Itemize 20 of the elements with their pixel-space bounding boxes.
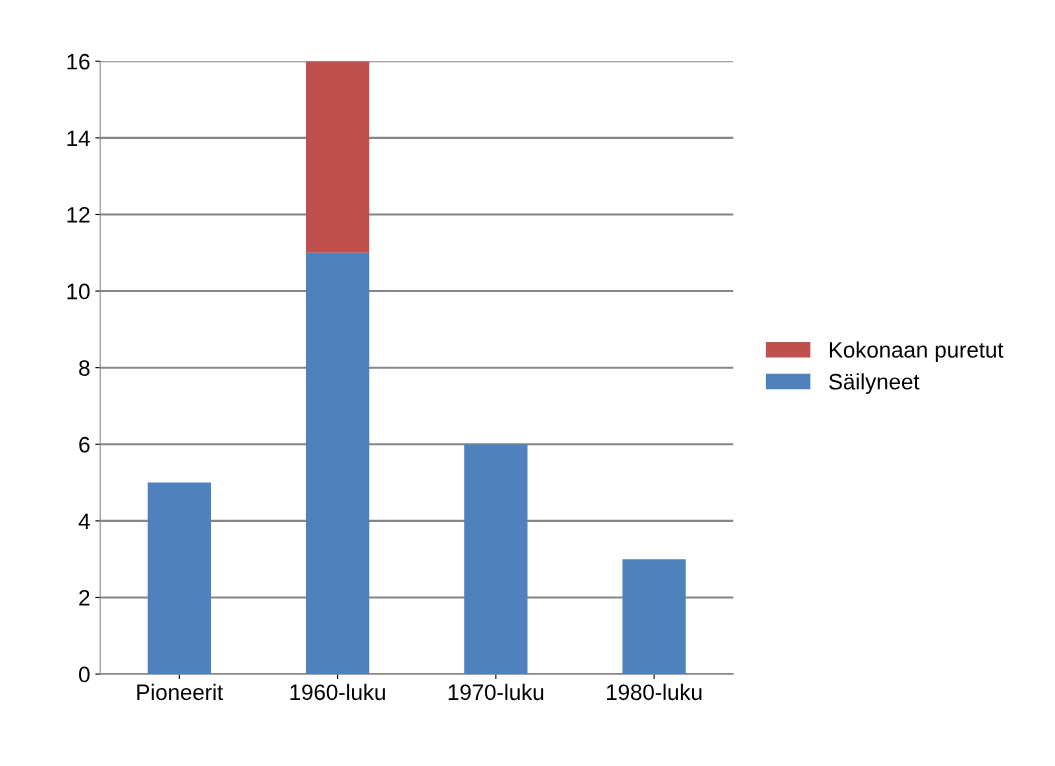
bar (147, 482, 211, 675)
x-tick-label: 1980-luku (607, 683, 702, 701)
bar (464, 444, 528, 675)
y-tick-label: 12 (67, 207, 90, 223)
y-tick-label: 6 (79, 436, 90, 453)
legend-label: Säilyneet (829, 373, 920, 394)
x-tick-label: Pioneerit (137, 683, 224, 701)
y-tick-label: 8 (79, 360, 90, 376)
bar (305, 61, 370, 253)
y-tick-label: 0 (79, 666, 90, 683)
x-tick-label: 1960-luku (290, 683, 385, 701)
y-tick-label: 10 (67, 283, 90, 300)
bar (305, 252, 370, 675)
y-tick-label: 2 (79, 590, 90, 606)
legend-label: Kokonaan puretut (829, 341, 1004, 363)
y-tick-label: 16 (67, 53, 90, 70)
y-tick-label: 4 (78, 513, 90, 529)
x-tick-label: 1970-luku (448, 683, 544, 701)
y-tick-label: 14 (67, 130, 90, 146)
bar (622, 559, 686, 675)
